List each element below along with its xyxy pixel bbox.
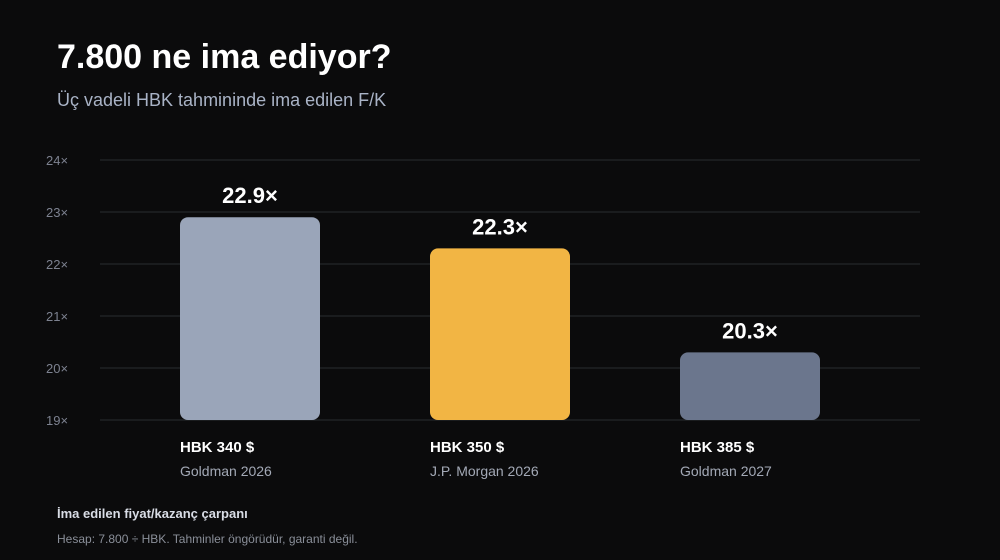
bar — [430, 248, 570, 420]
y-tick-label: 19× — [46, 413, 68, 428]
y-tick-label: 23× — [46, 205, 68, 220]
bar-value-label: 22.3× — [472, 214, 528, 239]
y-tick-label: 20× — [46, 361, 68, 376]
chart-subtitle: Üç vadeli HBK tahmininde ima edilen F/K — [57, 90, 387, 110]
footer-note: Hesap: 7.800 ÷ HBK. Tahminler öngörüdür,… — [57, 532, 358, 546]
footer-title: İma edilen fiyat/kazanç çarpanı — [57, 506, 248, 521]
category-sublabel: Goldman 2026 — [180, 463, 272, 479]
y-tick-label: 21× — [46, 309, 68, 324]
bar-value-label: 20.3× — [722, 318, 778, 343]
bar — [180, 217, 320, 420]
category-label: HBK 340 $ — [180, 439, 255, 456]
bar-value-label: 22.9× — [222, 183, 278, 208]
y-tick-label: 22× — [46, 257, 68, 272]
bar-chart: 19× 20× 21× 22× 23× 24× 22.9× HBK 340 $ Goldman … — [46, 153, 920, 479]
category-label: HBK 350 $ — [430, 439, 505, 456]
category-label: HBK 385 $ — [680, 439, 755, 456]
y-tick-label: 24× — [46, 153, 68, 168]
chart-title: 7.800 ne ima ediyor? — [57, 38, 392, 76]
category-sublabel: Goldman 2027 — [680, 463, 772, 479]
category-sublabel: J.P. Morgan 2026 — [430, 463, 539, 479]
bar — [680, 352, 820, 420]
